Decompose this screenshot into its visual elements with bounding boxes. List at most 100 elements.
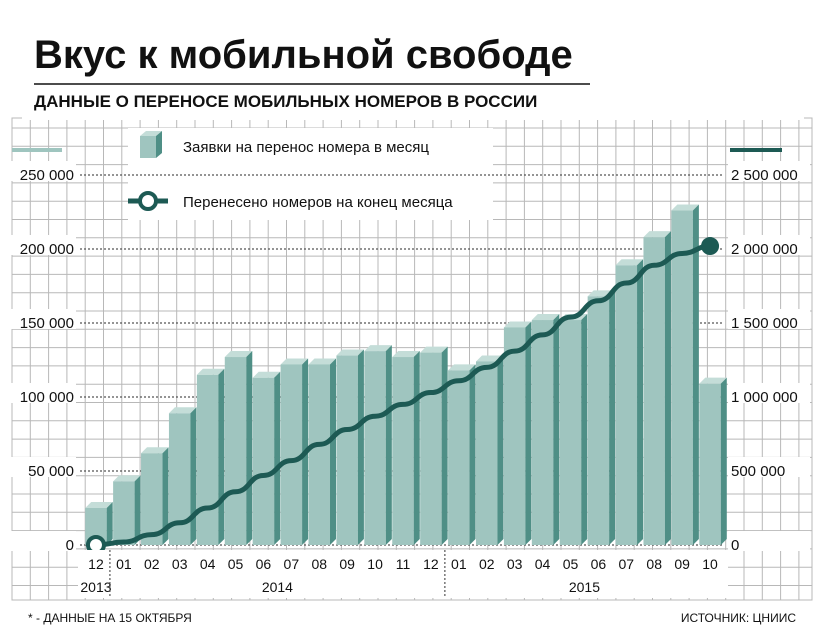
line-series: [85, 237, 720, 555]
x-tick-label: 12: [423, 556, 439, 572]
bar-side: [106, 502, 113, 545]
legend-background: [128, 128, 493, 220]
x-tick-label: 05: [228, 556, 244, 572]
bar: [531, 314, 560, 545]
x-axis-background: [78, 550, 728, 598]
bar: [196, 368, 225, 545]
right-tick-label: 500 000: [731, 463, 785, 480]
bar: [587, 290, 616, 545]
bar-front: [252, 377, 275, 545]
right-tick-label: 2 000 000: [731, 241, 798, 258]
bar-top: [196, 368, 225, 375]
bar: [336, 349, 364, 545]
bar: [168, 407, 197, 545]
bar-top: [615, 259, 644, 266]
tick-label-background: [6, 161, 76, 181]
x-tick-label: 07: [284, 556, 300, 572]
chart-subtitle: ДАННЫЕ О ПЕРЕНОСЕ МОБИЛЬНЫХ НОМЕРОВ В РО…: [34, 92, 537, 111]
bar: [475, 355, 504, 545]
bar-front: [392, 357, 414, 545]
x-tick-label: 06: [256, 556, 272, 572]
header-background: [22, 18, 804, 120]
bar-top: [503, 321, 532, 328]
x-tick-label: 05: [563, 556, 579, 572]
tick-label-background: [728, 161, 810, 181]
bar: [559, 314, 588, 545]
bar-side: [330, 358, 337, 545]
bar-front: [168, 413, 191, 545]
bar-top: [699, 377, 727, 384]
x-tick-label: 10: [367, 556, 383, 572]
bar-front: [587, 296, 610, 545]
bar: [252, 371, 281, 545]
bar-front: [196, 374, 219, 545]
bar: [643, 231, 671, 545]
bar-side: [218, 368, 225, 545]
tick-label-background: [6, 531, 76, 551]
bar: [113, 475, 141, 545]
bar-top: [224, 351, 253, 358]
x-tick-label: 04: [535, 556, 551, 572]
bar-side: [134, 475, 141, 545]
bar: [420, 346, 448, 545]
x-tick-label: 06: [591, 556, 607, 572]
legend-bar-swatch: [140, 131, 162, 158]
bar-front: [615, 265, 638, 545]
bar-front: [85, 508, 107, 545]
bar-front: [475, 361, 498, 545]
tick-label-background: [6, 235, 76, 255]
bar-top: [336, 349, 364, 356]
bar-top: [392, 351, 420, 358]
bar-top: [280, 358, 309, 365]
x-axis-labels: 12 01 02 03 04 05 06 07 08 09 10 11 12 01 02 03 04 05 06 07…: [78, 550, 728, 598]
right-tick-label: 1 000 000: [731, 389, 798, 406]
bar: [224, 351, 253, 545]
bar-front: [308, 364, 331, 545]
bar-front: [559, 320, 582, 545]
legend-line-swatch: [128, 191, 168, 211]
x-tick-label: 10: [702, 556, 718, 572]
bar-front: [364, 351, 386, 545]
left-tick-label: 100 000: [20, 389, 74, 406]
tick-label-background: [728, 383, 810, 403]
bar-top: [113, 475, 141, 482]
bar-side: [162, 447, 169, 545]
bar-side: [609, 290, 616, 545]
right-tick-label: 0: [731, 537, 739, 554]
x-tick-label: 08: [646, 556, 662, 572]
left-tick-label: 200 000: [20, 241, 74, 258]
bar: [699, 377, 727, 545]
tick-label-background: [6, 457, 76, 477]
bar: [503, 321, 532, 545]
source-label: ИСТОЧНИК: ЦНИИС: [681, 611, 796, 625]
right-tick-label: 1 500 000: [731, 315, 798, 332]
bar-front: [141, 453, 163, 545]
bar-top: [448, 364, 476, 371]
tick-label-background: [6, 309, 76, 329]
x-tick-label: 03: [172, 556, 188, 572]
bar: [615, 259, 644, 545]
bar-front: [503, 327, 526, 545]
footnote: * - ДАННЫЕ НА 15 ОКТЯБРЯ: [28, 611, 192, 625]
bar-side: [664, 231, 671, 545]
bar-front: [336, 355, 358, 545]
x-tick-label: 09: [339, 556, 355, 572]
bar-front: [113, 481, 135, 545]
bar: [85, 502, 113, 545]
bar-series: [85, 204, 727, 545]
x-tick-label: 09: [674, 556, 690, 572]
x-tick-label: 11: [396, 556, 411, 572]
tick-label-background: [728, 531, 810, 551]
left-tick-label: 50 000: [28, 463, 74, 480]
bar-top: [531, 314, 560, 321]
x-tick-label: 01: [116, 556, 132, 572]
cumulative-line: [93, 243, 713, 548]
bar-side: [553, 314, 560, 545]
bar: [671, 204, 699, 545]
bar-front: [420, 352, 442, 545]
bar-front: [280, 364, 303, 545]
bar-top: [475, 355, 504, 362]
legend-bars-label: Заявки на перенос номера в месяц: [183, 139, 429, 156]
bar-side: [720, 377, 727, 545]
